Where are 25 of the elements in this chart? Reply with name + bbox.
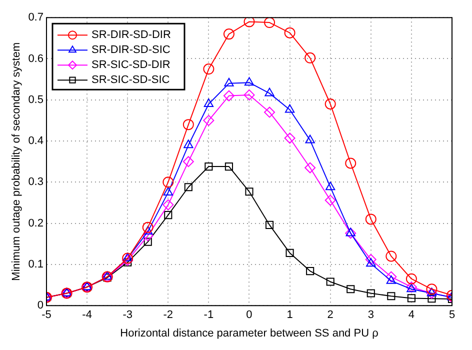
x-tick-label: 5 bbox=[448, 309, 456, 322]
x-tick-label: -4 bbox=[82, 309, 92, 322]
legend-label: SR-DIR-SD-DIR bbox=[91, 29, 171, 42]
y-tick-label: 0.5 bbox=[28, 94, 44, 106]
legend-label: SR-SIC-SD-SIC bbox=[91, 74, 170, 86]
legend-label: SR-SIC-SD-DIR bbox=[91, 59, 170, 72]
x-tick-label: -2 bbox=[163, 309, 174, 322]
legend-label: SR-DIR-SD-SIC bbox=[91, 44, 170, 56]
y-tick-label: 0.1 bbox=[28, 258, 44, 270]
x-tick-label: 1 bbox=[286, 309, 293, 322]
x-tick-label: -1 bbox=[204, 309, 214, 322]
y-tick-label: 0.3 bbox=[28, 176, 44, 188]
x-tick-label: 4 bbox=[408, 309, 415, 322]
y-tick-label: 0.6 bbox=[28, 52, 44, 65]
y-tick-label: 0.7 bbox=[28, 12, 44, 24]
x-tick-label: -3 bbox=[122, 309, 132, 322]
x-axis-title: Horizontal distance parameter between SS and PU ρ bbox=[120, 327, 378, 340]
y-tick-label: 0.4 bbox=[28, 135, 44, 148]
y-tick-label: 0.2 bbox=[28, 217, 44, 230]
x-tick-label: 0 bbox=[246, 309, 252, 322]
x-tick-label: 2 bbox=[327, 309, 334, 322]
x-tick-label: 3 bbox=[368, 309, 374, 322]
x-tick-label: -5 bbox=[42, 309, 52, 322]
y-axis-title: Minimum outage probability of secondary system bbox=[10, 42, 23, 281]
y-tick-label: 0 bbox=[37, 300, 44, 312]
